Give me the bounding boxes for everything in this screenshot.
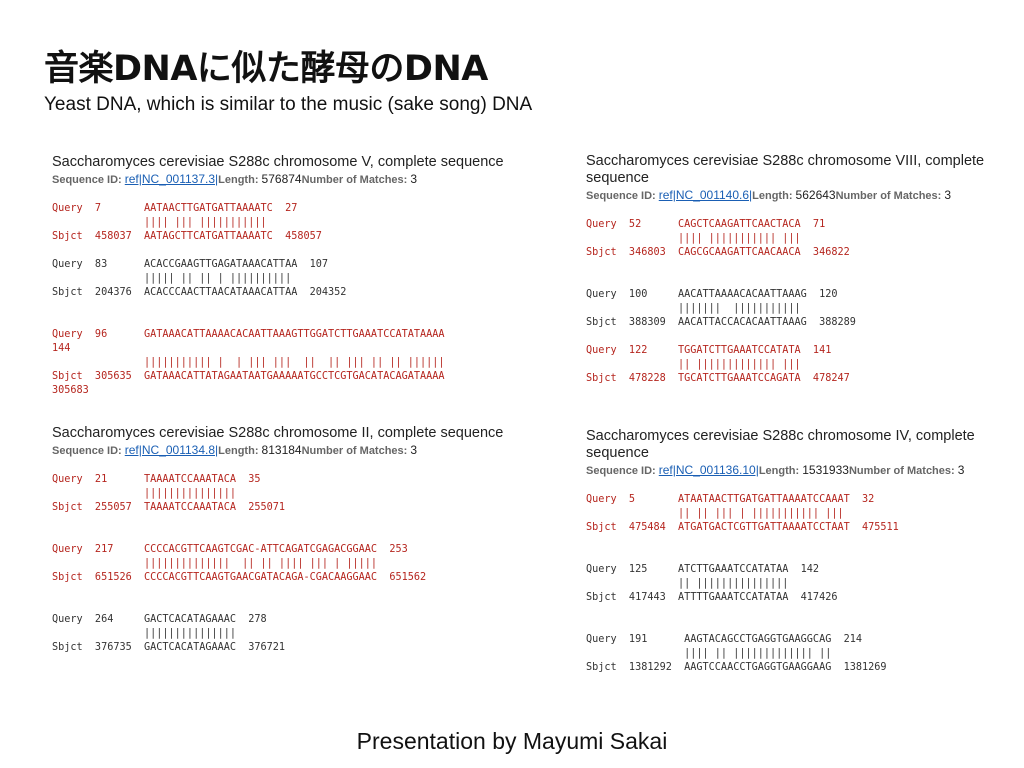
query-line: Query 21 TAAAATCCAAATACA 35: [52, 474, 261, 485]
match-line: || || ||| | ||||||||||| |||: [586, 508, 844, 519]
query-line: Query 122 TGGATCTTGAAATCCATATA 141: [586, 345, 832, 356]
query-line: Query 7 AATAACTTGATGATTAAAATC 27: [52, 203, 298, 214]
slide-title: 音楽DNAに似た酵母のDNA: [44, 49, 488, 89]
block-title: Saccharomyces cerevisiae S288c chromosom…: [586, 428, 975, 461]
sequence-meta: Sequence ID: ref|NC_001134.8|Length: 813…: [52, 443, 418, 457]
presentation-credit: Presentation by Mayumi Sakai: [356, 728, 668, 754]
subject-line: Sbjct 651526 CCCCACGTTCAAGTGAACGATACAGA-…: [52, 572, 427, 583]
slide-subtitle: Yeast DNA, which is similar to the music…: [44, 94, 533, 115]
result-block-chr-v: Saccharomyces cerevisiae S288c chromosom…: [52, 154, 532, 398]
match-line: || |||||||||||||||: [586, 578, 789, 589]
query-line: Query 125 ATCTTGAAATCCATATAA 142: [586, 564, 820, 575]
match-line: |||| ||||||||||| |||: [586, 233, 801, 244]
match-line: |||||||||||||||: [52, 488, 237, 499]
query-line: Query 96 GATAAACATTAAAACACAATTAAAGTTGGAT…: [52, 329, 445, 354]
query-line: Query 264 GACTCACATAGAAAC 278: [52, 614, 267, 625]
sequence-meta: Sequence ID: ref|NC_001136.10|Length: 15…: [586, 463, 965, 477]
subject-line: Sbjct 255057 TAAAATCCAAATACA 255071: [52, 502, 286, 513]
sequence-id-link[interactable]: ref|NC_001134.8|: [124, 443, 219, 457]
result-block-chr-viii: Saccharomyces cerevisiae S288c chromosom…: [586, 153, 986, 386]
subject-line: Sbjct 305635 GATAAACATTATAGAATAATGAAAAAT…: [52, 371, 445, 396]
sequence-id-link[interactable]: ref|NC_001136.10|: [658, 463, 759, 477]
match-line: ||||| || || | ||||||||||: [52, 273, 292, 284]
match-line: ||||||| |||||||||||: [586, 303, 801, 314]
sequence-id-link[interactable]: ref|NC_001140.6|: [658, 188, 753, 202]
subject-line: Sbjct 1381292 AAGTCCAACCTGAGGTGAAGGAAG 1…: [586, 662, 887, 673]
subject-line: Sbjct 475484 ATGATGACTCGTTGATTAAAATCCTAA…: [586, 522, 899, 533]
match-line: |||||||||||||||: [52, 628, 237, 639]
query-line: Query 191 AAGTACAGCCTGAGGTGAAGGCAG 214: [586, 634, 863, 645]
match-line: |||| ||| |||||||||||: [52, 217, 267, 228]
match-line: || ||||||||||||| |||: [586, 359, 801, 370]
sequence-id-link[interactable]: ref|NC_001137.3|: [124, 172, 219, 186]
match-line: ||||||||||| | | ||| ||| || || ||| || || …: [52, 357, 445, 368]
subject-line: Sbjct 478228 TGCATCTTGAAATCCAGATA 478247: [586, 373, 850, 384]
match-line: |||| || ||||||||||||| ||: [586, 648, 832, 659]
subject-line: Sbjct 204376 ACACCCAACTTAACATAAACATTAA 2…: [52, 287, 347, 298]
result-block-chr-iv: Saccharomyces cerevisiae S288c chromosom…: [586, 428, 996, 675]
block-title: Saccharomyces cerevisiae S288c chromosom…: [52, 425, 504, 441]
query-line: Query 52 CAGCTCAAGATTCAACTACA 71: [586, 219, 826, 230]
subject-line: Sbjct 346803 CAGCGCAAGATTCAACAACA 346822: [586, 247, 850, 258]
subject-line: Sbjct 388309 AACATTACCACACAATTAAAG 38828…: [586, 317, 856, 328]
query-line: Query 83 ACACCGAAGTTGAGATAAACATTAA 107: [52, 259, 329, 270]
block-title: Saccharomyces cerevisiae S288c chromosom…: [586, 153, 985, 186]
subject-line: Sbjct 376735 GACTCACATAGAAAC 376721: [52, 642, 286, 653]
block-title: Saccharomyces cerevisiae S288c chromosom…: [52, 154, 504, 170]
subject-line: Sbjct 458037 AATAGCTTCATGATTAAAATC 45805…: [52, 231, 322, 242]
query-line: Query 100 AACATTAAAACACAATTAAAG 120: [586, 289, 838, 300]
subject-line: Sbjct 417443 ATTTTGAAATCCATATAA 417426: [586, 592, 838, 603]
sequence-meta: Sequence ID: ref|NC_001140.6|Length: 562…: [586, 188, 952, 202]
sequence-meta: Sequence ID: ref|NC_001137.3|Length: 576…: [52, 172, 418, 186]
query-line: Query 5 ATAATAACTTGATGATTAAAATCCAAAT 32: [586, 494, 875, 505]
result-block-chr-ii: Saccharomyces cerevisiae S288c chromosom…: [52, 425, 532, 655]
match-line: |||||||||||||| || || |||| ||| | |||||: [52, 558, 378, 569]
query-line: Query 217 CCCCACGTTCAAGTCGAC-ATTCAGATCGA…: [52, 544, 408, 555]
